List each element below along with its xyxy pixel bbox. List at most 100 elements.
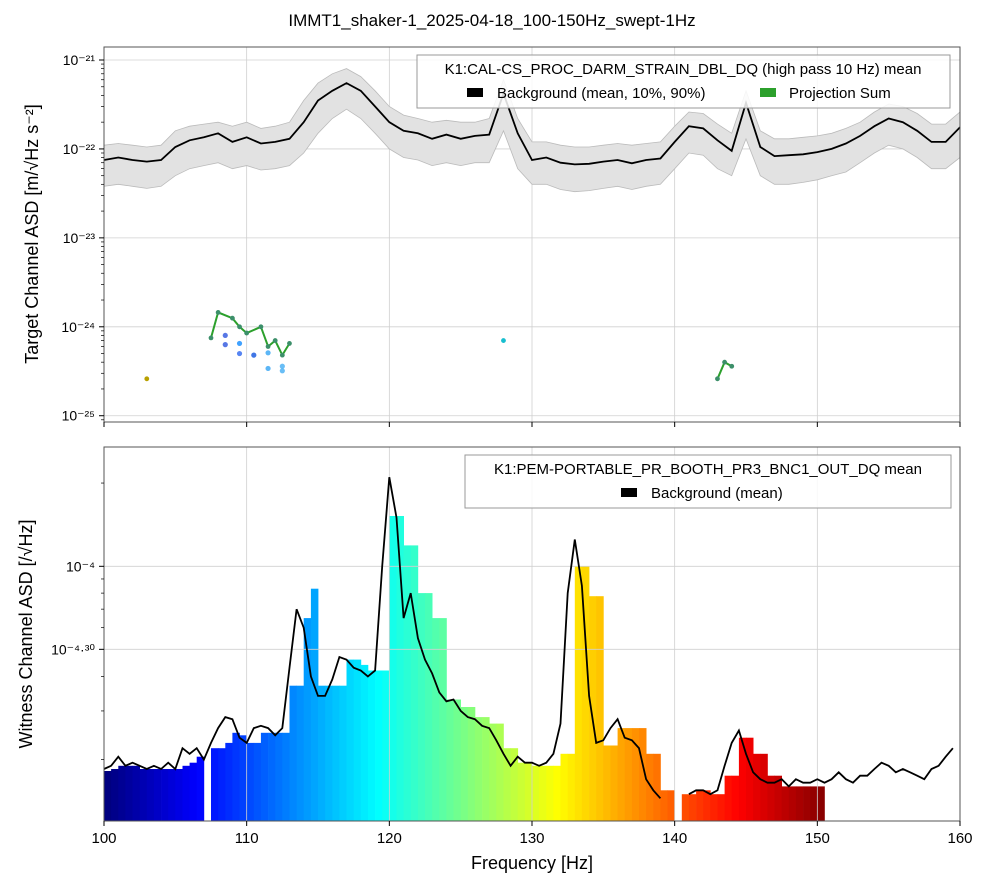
legend-swatch-projection-sum bbox=[760, 88, 776, 97]
projection-sum-point bbox=[287, 341, 292, 346]
witness-bar bbox=[318, 685, 326, 821]
witness-y-axis-label: Witness Channel ASD [/√Hz] bbox=[16, 520, 36, 749]
witness-bar bbox=[346, 659, 354, 821]
witness-bar bbox=[567, 753, 576, 821]
witness-bar bbox=[631, 728, 640, 821]
witness-bar bbox=[774, 775, 782, 821]
witness-bar bbox=[410, 545, 419, 821]
x-tick-label-150: 150 bbox=[805, 830, 830, 847]
channel-projection-point bbox=[265, 365, 271, 372]
witness-bar bbox=[760, 753, 768, 821]
witness-bar bbox=[332, 685, 340, 821]
witness-bar bbox=[289, 685, 297, 821]
witness-bar bbox=[439, 618, 447, 821]
witness-panel: 10⁻⁴ 10⁻⁴·³⁰ 100 110 120 130 140 150 160 Witnes… bbox=[16, 446, 973, 847]
witness-bar bbox=[118, 765, 126, 821]
projection-sum-point bbox=[144, 376, 150, 382]
x-axis-label: Frequency [Hz] bbox=[471, 853, 593, 873]
witness-bar bbox=[596, 596, 604, 821]
witness-bar bbox=[275, 732, 283, 821]
witness-bar bbox=[489, 723, 497, 821]
legend-label-background: Background (mean, 10%, 90%) bbox=[497, 85, 705, 102]
background-mean-line bbox=[103, 82, 961, 166]
witness-bar bbox=[532, 765, 540, 821]
target-legend-box bbox=[416, 54, 951, 109]
witness-bar bbox=[460, 707, 469, 821]
target-tick-label-0: 10⁻²⁵ bbox=[62, 408, 95, 424]
witness-bar bbox=[403, 545, 412, 821]
witness-bar bbox=[325, 685, 333, 821]
witness-bar bbox=[524, 762, 533, 821]
witness-bar bbox=[239, 735, 247, 821]
witness-bar bbox=[546, 765, 554, 821]
witness-bar bbox=[795, 786, 804, 821]
witness-tick-label-0: 10⁻⁴ bbox=[66, 558, 95, 574]
legend-label-witness-background: Background (mean) bbox=[651, 485, 783, 502]
target-tick-label-3: 10⁻²² bbox=[63, 141, 96, 157]
target-legend: K1:CAL-CS_PROC_DARM_STRAIN_DBL_DQ (high … bbox=[416, 54, 951, 109]
witness-bar bbox=[367, 670, 376, 821]
witness-bar bbox=[353, 659, 362, 821]
witness-bar bbox=[146, 769, 155, 821]
target-y-axis-label: Target Channel ASD [m/√Hz s⁻²] bbox=[22, 104, 42, 363]
witness-bar bbox=[453, 699, 461, 821]
witness-bar bbox=[168, 769, 176, 821]
witness-bar bbox=[646, 753, 654, 821]
legend-swatch-background bbox=[467, 88, 483, 97]
witness-bar bbox=[603, 745, 611, 821]
witness-bar bbox=[803, 786, 811, 821]
projection-sum-segment-0 bbox=[210, 311, 291, 358]
witness-bar bbox=[382, 670, 390, 821]
projection-sum-point bbox=[715, 376, 720, 382]
witness-bars bbox=[104, 516, 825, 821]
witness-legend: K1:PEM-PORTABLE_PR_BOOTH_PR3_BNC1_OUT_DQ… bbox=[464, 454, 952, 509]
projection-sum-point bbox=[215, 310, 221, 315]
witness-bar bbox=[339, 685, 347, 821]
witness-bar bbox=[153, 769, 162, 821]
witness-x-ticks: 100 110 120 130 140 150 160 bbox=[91, 821, 973, 847]
witness-bar bbox=[260, 732, 269, 821]
witness-background-line bbox=[103, 477, 954, 799]
witness-bar bbox=[161, 769, 169, 821]
witness-bar bbox=[218, 748, 226, 821]
projection-sum-point bbox=[230, 315, 235, 321]
witness-bar bbox=[610, 745, 618, 821]
legend-swatch-witness-background bbox=[621, 488, 637, 497]
witness-bar bbox=[703, 790, 711, 821]
target-tick-label-1: 10⁻²⁴ bbox=[61, 319, 95, 335]
projection-sum-point bbox=[208, 335, 214, 341]
target-y-ticks: 10⁻²⁵ 10⁻²⁴ 10⁻²³ 10⁻²² 10⁻²¹ bbox=[61, 52, 104, 424]
channel-projection-point bbox=[279, 368, 285, 374]
witness-background-segment-1 bbox=[688, 728, 954, 796]
witness-bar bbox=[624, 728, 633, 821]
figure-title: IMMT1_shaker-1_2025-04-18_100-150Hz_swep… bbox=[288, 11, 695, 30]
projection-sum-point bbox=[258, 324, 264, 330]
x-tick-label-100: 100 bbox=[91, 830, 116, 847]
witness-bar bbox=[139, 769, 148, 821]
channel-projection-point bbox=[251, 352, 257, 358]
target-legend-title: K1:CAL-CS_PROC_DARM_STRAIN_DBL_DQ (high … bbox=[445, 61, 922, 78]
witness-bar bbox=[425, 593, 433, 821]
witness-bar bbox=[282, 732, 290, 821]
witness-bar bbox=[474, 717, 483, 821]
projection-sum-point bbox=[244, 330, 250, 336]
target-tick-label-4: 10⁻²¹ bbox=[63, 52, 96, 68]
target-x-ticks bbox=[103, 422, 961, 427]
witness-bar bbox=[731, 775, 740, 821]
witness-bar bbox=[189, 762, 198, 821]
witness-bar bbox=[781, 786, 790, 821]
witness-bar bbox=[746, 737, 754, 821]
witness-bar bbox=[589, 596, 597, 821]
witness-bar bbox=[717, 794, 725, 821]
witness-bar bbox=[268, 732, 276, 821]
x-tick-label-140: 140 bbox=[662, 830, 687, 847]
witness-bar bbox=[467, 707, 476, 821]
witness-bar bbox=[375, 670, 383, 821]
witness-bar bbox=[617, 728, 626, 821]
witness-bar bbox=[253, 742, 262, 821]
witness-tick-label-1: 10⁻⁴·³⁰ bbox=[51, 641, 95, 657]
witness-bar bbox=[560, 753, 568, 821]
witness-bar bbox=[788, 786, 797, 821]
witness-bar bbox=[810, 786, 818, 821]
x-tick-label-110: 110 bbox=[235, 830, 259, 847]
